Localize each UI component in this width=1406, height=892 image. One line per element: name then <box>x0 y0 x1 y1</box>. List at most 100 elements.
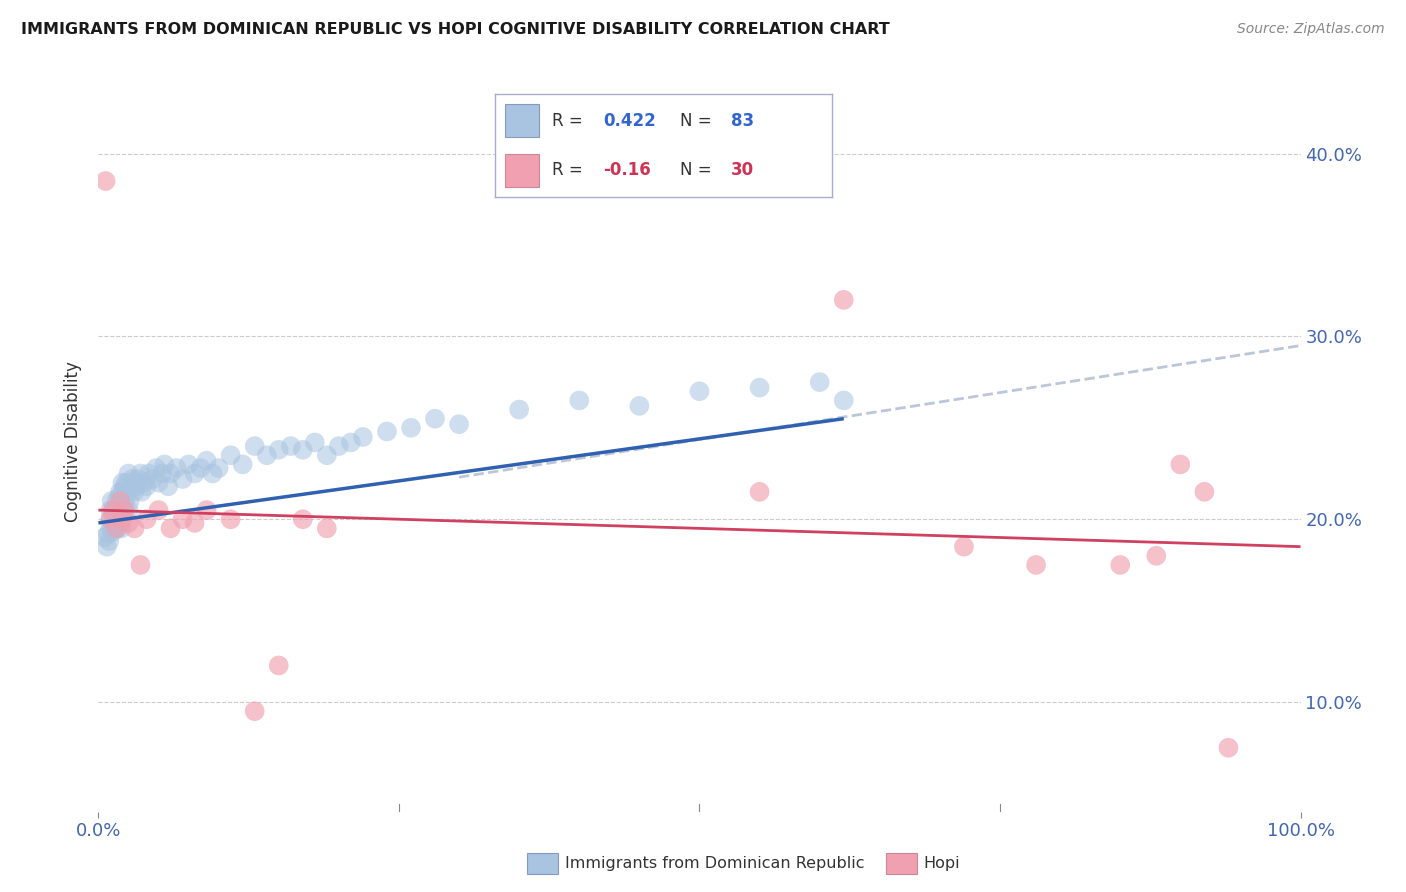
Point <box>124 484 146 499</box>
Point <box>110 521 132 535</box>
Point <box>153 458 176 472</box>
Point <box>628 399 651 413</box>
Y-axis label: Cognitive Disability: Cognitive Disability <box>65 361 83 522</box>
Point <box>100 512 122 526</box>
Point <box>120 479 142 493</box>
Point <box>129 467 152 481</box>
Point <box>131 484 153 499</box>
Point <box>135 512 157 526</box>
Point <box>304 435 326 450</box>
Point <box>111 512 134 526</box>
Point <box>98 534 121 549</box>
Point <box>114 494 136 508</box>
Point <box>110 512 132 526</box>
Point <box>100 503 122 517</box>
Point <box>447 417 470 432</box>
Point <box>104 508 127 523</box>
Point <box>195 454 218 468</box>
Point <box>100 494 122 508</box>
Point <box>108 516 131 530</box>
Point <box>243 704 266 718</box>
Point <box>101 516 124 530</box>
Point <box>953 540 976 554</box>
Text: Immigrants from Dominican Republic: Immigrants from Dominican Republic <box>565 856 865 871</box>
Point <box>94 174 117 188</box>
Point <box>124 521 146 535</box>
Point <box>111 484 134 499</box>
Point <box>1194 484 1216 499</box>
Point <box>267 658 290 673</box>
Point <box>166 461 188 475</box>
Point <box>141 472 163 486</box>
Point <box>688 384 710 399</box>
Point <box>190 461 212 475</box>
Point <box>375 425 398 439</box>
Point <box>232 458 254 472</box>
Point <box>157 479 180 493</box>
Point <box>145 461 167 475</box>
Point <box>291 442 314 457</box>
Point <box>125 475 148 490</box>
Point <box>508 402 530 417</box>
Point <box>129 558 152 572</box>
Point <box>114 479 136 493</box>
Point <box>115 475 138 490</box>
Point <box>108 491 131 505</box>
Point <box>96 540 118 554</box>
Point <box>1170 458 1192 472</box>
Point <box>183 467 205 481</box>
Point <box>132 475 155 490</box>
Point <box>340 435 363 450</box>
Point <box>748 484 770 499</box>
Point <box>117 484 139 499</box>
Point <box>177 458 200 472</box>
Point <box>315 521 337 535</box>
Point <box>219 512 242 526</box>
Point <box>267 442 290 457</box>
Point <box>103 503 125 517</box>
Point <box>125 479 148 493</box>
Point <box>108 512 131 526</box>
Point <box>148 503 170 517</box>
Point <box>117 503 139 517</box>
Point <box>118 494 141 508</box>
Point <box>117 516 139 530</box>
Point <box>105 494 128 508</box>
Point <box>219 448 242 462</box>
Text: IMMIGRANTS FROM DOMINICAN REPUBLIC VS HOPI COGNITIVE DISABILITY CORRELATION CHAR: IMMIGRANTS FROM DOMINICAN REPUBLIC VS HO… <box>21 22 890 37</box>
Point <box>93 531 115 545</box>
Point <box>101 524 124 539</box>
Point <box>135 479 157 493</box>
Point <box>117 467 139 481</box>
Point <box>195 503 218 517</box>
Point <box>291 512 314 526</box>
Point <box>150 467 173 481</box>
Text: Hopi: Hopi <box>924 856 960 871</box>
Point <box>172 472 194 486</box>
Point <box>112 503 135 517</box>
Point <box>159 467 181 481</box>
Point <box>280 439 302 453</box>
Point <box>399 421 422 435</box>
Point <box>100 512 122 526</box>
Point <box>568 393 591 408</box>
Point <box>104 521 127 535</box>
Point <box>172 512 194 526</box>
Point <box>256 448 278 462</box>
Point <box>352 430 374 444</box>
Point <box>103 512 125 526</box>
Point <box>315 448 337 462</box>
Point <box>1218 740 1240 755</box>
Point <box>114 503 136 517</box>
Point <box>243 439 266 453</box>
Point <box>832 393 855 408</box>
Point <box>101 503 124 517</box>
Point <box>127 472 149 486</box>
Point <box>107 503 129 517</box>
Point <box>1109 558 1132 572</box>
Point <box>105 516 128 530</box>
Point <box>423 411 446 425</box>
Point <box>111 475 134 490</box>
Point <box>159 521 181 535</box>
Point <box>183 516 205 530</box>
